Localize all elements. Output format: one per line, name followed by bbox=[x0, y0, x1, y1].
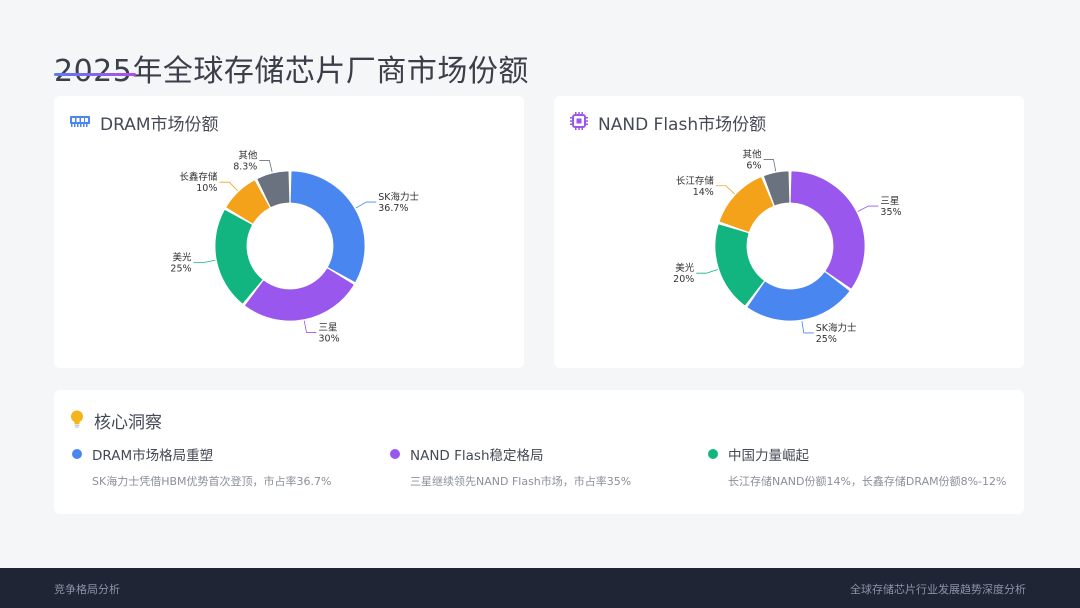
leader-line bbox=[193, 259, 216, 263]
slice-label: 三星 bbox=[880, 196, 899, 207]
slice-label: 其他 bbox=[238, 149, 258, 161]
donut-slice bbox=[290, 171, 365, 282]
nand-chart-title: NAND Flash市场份额 bbox=[598, 115, 767, 135]
insight-description: SK海力士凭借HBM优势首次登顶，市占率36.7% bbox=[92, 475, 332, 488]
leader-line bbox=[715, 185, 735, 195]
leader-line bbox=[259, 160, 273, 173]
slice-value: 20% bbox=[673, 274, 694, 285]
nand-card: NAND Flash市场份额 三星 35% SK海力士 25% 美光 20% 长江存储 14%… bbox=[554, 96, 1024, 368]
title-underline bbox=[54, 73, 136, 76]
insight-description: 长江存储NAND份额14%，长鑫存储DRAM份额8%-12% bbox=[728, 475, 1007, 488]
donut-slice bbox=[215, 210, 263, 304]
donut-slice bbox=[790, 171, 865, 289]
slice-value: 35% bbox=[880, 207, 901, 218]
leader-line bbox=[801, 321, 814, 334]
donut-slice bbox=[257, 171, 290, 207]
insights-card: 核心洞察 DRAM市场格局重塑 SK海力士凭借HBM优势首次登顶，市占率36.7… bbox=[54, 390, 1024, 514]
slice-value: 8.3% bbox=[233, 161, 257, 172]
lightbulb-icon bbox=[70, 410, 84, 432]
insight-title: NAND Flash稳定格局 bbox=[410, 448, 544, 464]
insight-title: DRAM市场格局重塑 bbox=[92, 448, 214, 464]
donut-slice bbox=[719, 177, 774, 232]
donut-slice bbox=[747, 272, 850, 321]
footer-section-label: 竞争格局分析 bbox=[54, 583, 120, 596]
insight-item: DRAM市场格局重塑 SK海力士凭借HBM优势首次登顶，市占率36.7% bbox=[72, 444, 392, 490]
donut-slice bbox=[715, 224, 764, 306]
dram-card: DRAM市场份额 SK海力士 36.7% 三星 30% 美光 25% 长鑫存储 10% 其他 8.… bbox=[54, 96, 524, 368]
insight-bullet bbox=[390, 449, 400, 459]
footer-bar: 竞争格局分析 全球存储芯片行业发展趋势深度分析 bbox=[0, 568, 1080, 608]
chip-icon bbox=[570, 111, 588, 134]
leader-line bbox=[763, 159, 777, 172]
slice-label: SK海力士 bbox=[378, 191, 419, 203]
insight-item: NAND Flash稳定格局 三星继续领先NAND Flash市场，市占率35% bbox=[390, 444, 710, 490]
insight-item: 中国力量崛起 长江存储NAND份额14%，长鑫存储DRAM份额8%-12% bbox=[708, 444, 1018, 490]
insight-bullet bbox=[708, 449, 718, 459]
footer-report-title: 全球存储芯片行业发展趋势深度分析 bbox=[850, 583, 1026, 596]
insight-description: 三星继续领先NAND Flash市场，市占率35% bbox=[410, 475, 632, 488]
slice-label: SK海力士 bbox=[816, 322, 857, 334]
insight-title: 中国力量崛起 bbox=[728, 448, 809, 464]
slice-value: 30% bbox=[318, 333, 339, 344]
slice-value: 14% bbox=[693, 187, 714, 198]
slice-label: 长鑫存储 bbox=[179, 171, 218, 183]
page-title: 2025年全球存储芯片厂商市场份额 bbox=[54, 54, 529, 90]
insight-bullet bbox=[72, 449, 82, 459]
insights-heading: 核心洞察 bbox=[94, 413, 162, 433]
slice-label: 三星 bbox=[318, 322, 337, 333]
slice-value: 10% bbox=[196, 183, 217, 194]
donut-slice bbox=[245, 268, 354, 321]
slice-value: 6% bbox=[746, 161, 761, 172]
slice-value: 25% bbox=[816, 334, 837, 345]
slice-value: 36.7% bbox=[378, 203, 408, 214]
leader-line bbox=[857, 205, 879, 212]
slice-value: 25% bbox=[170, 263, 191, 274]
slice-label: 长江存储 bbox=[676, 175, 715, 187]
dram-chart-title: DRAM市场份额 bbox=[100, 115, 219, 135]
donut-slice bbox=[226, 180, 270, 224]
slice-label: 美光 bbox=[675, 262, 695, 274]
leader-line bbox=[219, 181, 238, 192]
slice-label: 其他 bbox=[742, 149, 762, 161]
leader-line bbox=[355, 201, 377, 209]
memory-module-icon bbox=[70, 113, 90, 132]
leader-line bbox=[303, 320, 317, 333]
leader-line bbox=[696, 269, 718, 274]
donut-slice bbox=[764, 171, 790, 206]
slice-label: 美光 bbox=[173, 251, 193, 263]
